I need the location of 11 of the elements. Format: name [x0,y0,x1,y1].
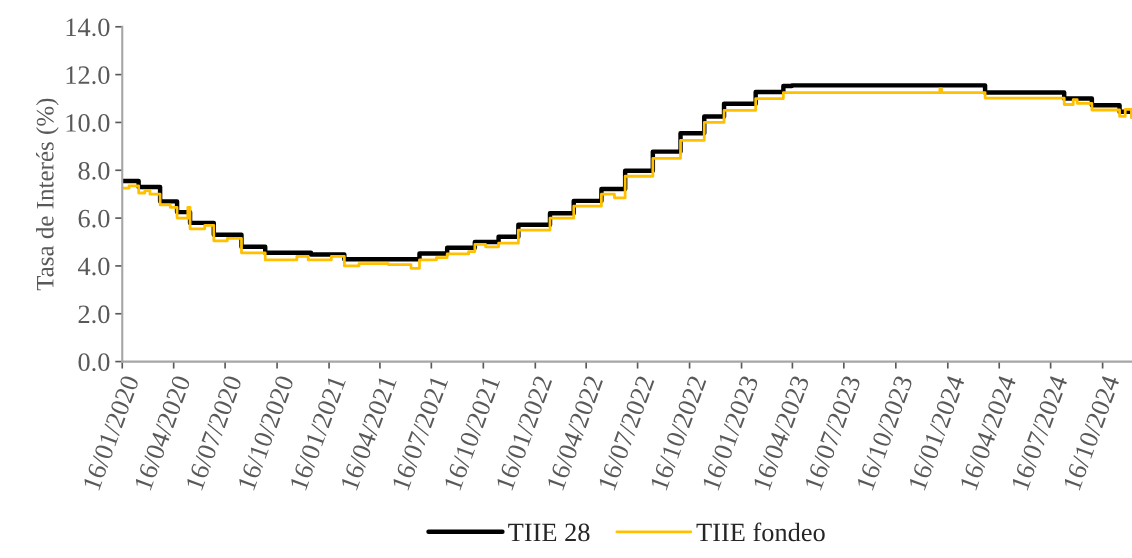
legend-label: TIIE fondeo [696,522,825,542]
y-axis-title: Tasa de Interés (%) [36,98,59,291]
y-tick-label: 8.0 [78,161,110,180]
y-tick-label: 2.0 [78,305,110,324]
y-tick-label: 10.0 [66,114,110,132]
legend-label: TIIE 28 [508,523,590,542]
y-tick-label: 0.0 [78,353,110,372]
y-tick-label: 6.0 [78,209,110,228]
y-tick-label: 14.0 [66,18,110,37]
y-tick-label: 12.0 [66,66,110,85]
y-tick-label: 4.0 [77,257,110,276]
